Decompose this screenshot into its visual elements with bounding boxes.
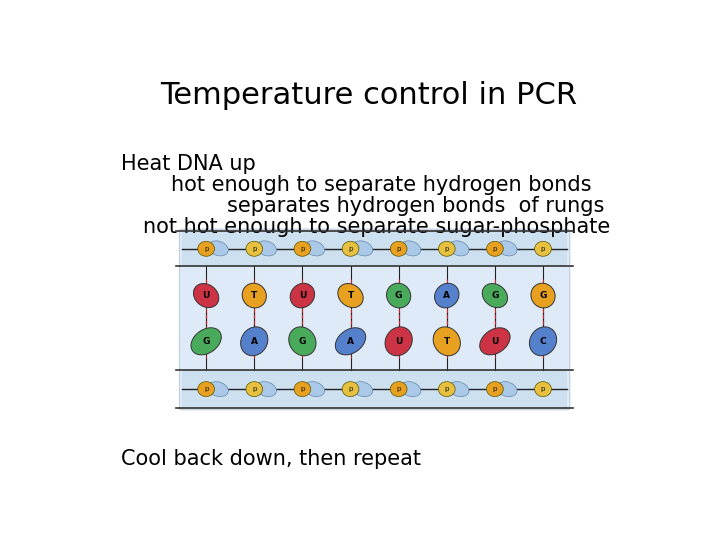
Ellipse shape: [342, 382, 359, 396]
Ellipse shape: [535, 382, 552, 396]
Ellipse shape: [208, 382, 228, 397]
Ellipse shape: [480, 328, 510, 355]
Text: A: A: [347, 337, 354, 346]
FancyBboxPatch shape: [182, 231, 567, 266]
Ellipse shape: [438, 382, 455, 396]
Ellipse shape: [400, 382, 420, 397]
Text: p: p: [204, 386, 208, 392]
Text: G: G: [491, 291, 498, 300]
Text: p: p: [252, 386, 256, 392]
Text: p: p: [397, 246, 401, 252]
Text: p: p: [397, 386, 401, 392]
Ellipse shape: [198, 382, 215, 396]
Ellipse shape: [390, 382, 407, 396]
Text: p: p: [348, 246, 353, 252]
Text: Temperature control in PCR: Temperature control in PCR: [161, 82, 577, 111]
Text: separates hydrogen bonds  of rungs: separates hydrogen bonds of rungs: [227, 196, 604, 216]
Ellipse shape: [305, 241, 325, 256]
Ellipse shape: [353, 382, 373, 397]
Ellipse shape: [497, 382, 517, 397]
Ellipse shape: [529, 327, 557, 356]
Text: p: p: [492, 386, 497, 392]
Text: p: p: [444, 246, 449, 252]
Ellipse shape: [353, 241, 373, 256]
FancyBboxPatch shape: [182, 370, 567, 408]
Ellipse shape: [449, 241, 469, 256]
Ellipse shape: [208, 241, 228, 256]
Text: G: G: [202, 337, 210, 346]
Ellipse shape: [198, 241, 215, 256]
Ellipse shape: [289, 327, 316, 356]
Text: U: U: [299, 291, 306, 300]
Ellipse shape: [342, 241, 359, 256]
Ellipse shape: [531, 283, 555, 308]
Text: U: U: [491, 337, 498, 346]
Ellipse shape: [482, 284, 508, 308]
Ellipse shape: [305, 382, 325, 397]
Text: G: G: [395, 291, 402, 300]
Ellipse shape: [487, 241, 503, 256]
Text: G: G: [299, 337, 306, 346]
Ellipse shape: [191, 328, 221, 355]
Text: hot enough to separate hydrogen bonds: hot enough to separate hydrogen bonds: [171, 175, 591, 195]
Ellipse shape: [400, 241, 420, 256]
Ellipse shape: [246, 382, 263, 396]
Text: not hot enough to separate sugar-phosphate: not hot enough to separate sugar-phospha…: [143, 217, 611, 237]
Ellipse shape: [497, 241, 517, 256]
Ellipse shape: [336, 328, 366, 355]
Text: Heat DNA up: Heat DNA up: [121, 154, 256, 174]
Text: p: p: [492, 246, 497, 252]
Ellipse shape: [387, 283, 410, 308]
Ellipse shape: [535, 241, 552, 256]
FancyBboxPatch shape: [179, 229, 570, 410]
Text: U: U: [395, 337, 402, 346]
Ellipse shape: [194, 284, 219, 308]
Ellipse shape: [256, 382, 276, 397]
Text: p: p: [541, 386, 545, 392]
Ellipse shape: [294, 241, 311, 256]
Text: G: G: [539, 291, 546, 300]
Text: T: T: [444, 337, 450, 346]
Text: p: p: [204, 246, 208, 252]
Text: T: T: [347, 291, 354, 300]
Text: p: p: [300, 386, 305, 392]
Ellipse shape: [390, 241, 407, 256]
Text: A: A: [251, 337, 258, 346]
Ellipse shape: [242, 283, 266, 308]
Text: p: p: [444, 386, 449, 392]
Ellipse shape: [433, 327, 460, 356]
Ellipse shape: [246, 241, 263, 256]
Ellipse shape: [290, 284, 315, 308]
Text: p: p: [252, 246, 256, 252]
Text: C: C: [540, 337, 546, 346]
Ellipse shape: [385, 327, 413, 356]
Ellipse shape: [338, 284, 363, 308]
Ellipse shape: [240, 327, 268, 356]
Ellipse shape: [256, 241, 276, 256]
Text: U: U: [202, 291, 210, 300]
Text: Cool back down, then repeat: Cool back down, then repeat: [121, 449, 420, 469]
Text: p: p: [541, 246, 545, 252]
Ellipse shape: [435, 284, 459, 308]
Ellipse shape: [294, 382, 311, 396]
Text: A: A: [444, 291, 450, 300]
Text: T: T: [251, 291, 257, 300]
Ellipse shape: [449, 382, 469, 397]
Ellipse shape: [438, 241, 455, 256]
Ellipse shape: [487, 382, 503, 396]
Text: p: p: [300, 246, 305, 252]
Text: p: p: [348, 386, 353, 392]
